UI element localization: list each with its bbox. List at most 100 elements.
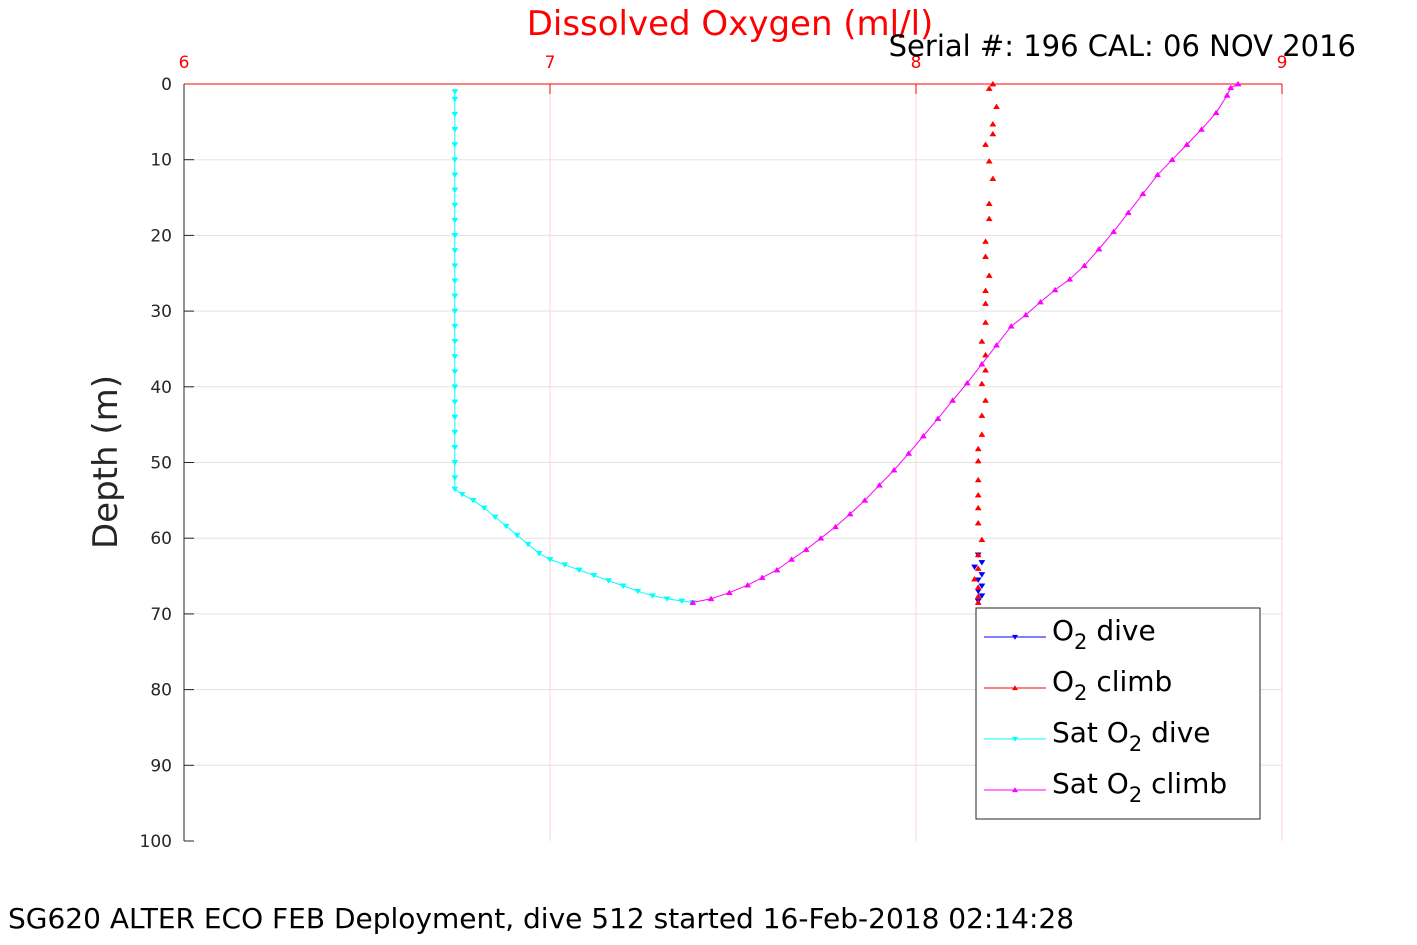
data-point — [1234, 80, 1242, 87]
data-point — [989, 80, 997, 87]
data-point — [451, 157, 459, 163]
data-point — [689, 599, 697, 605]
legend-marker-swatch — [1012, 634, 1018, 640]
data-point — [846, 510, 854, 517]
data-point — [535, 550, 543, 557]
data-point — [546, 557, 554, 563]
data-series — [451, 80, 1242, 606]
data-point — [1223, 92, 1231, 98]
data-point — [1212, 109, 1220, 116]
y-tick-label: 60 — [150, 529, 172, 549]
data-point — [978, 412, 986, 418]
data-point — [451, 142, 459, 148]
data-point — [788, 556, 796, 562]
data-point — [919, 432, 927, 439]
data-point — [451, 217, 459, 224]
data-point — [971, 564, 979, 571]
data-point — [1198, 126, 1205, 132]
data-point — [875, 482, 883, 488]
data-point — [985, 85, 993, 91]
data-point — [451, 414, 459, 421]
data-point — [982, 238, 989, 244]
data-point — [469, 498, 477, 504]
data-point — [982, 141, 989, 147]
legend-item: O2 climb — [984, 665, 1172, 705]
chart-title: Dissolved Oxygen (ml/l) — [527, 4, 934, 44]
data-point — [985, 272, 993, 278]
dive-caption: SG620 ALTER ECO FEB Deployment, dive 512… — [8, 902, 1074, 935]
y-tick-label: 50 — [150, 454, 172, 474]
data-point — [451, 96, 459, 103]
data-point — [985, 215, 993, 222]
data-point — [1227, 84, 1235, 91]
data-point — [451, 384, 459, 390]
data-point — [758, 574, 766, 580]
data-point — [451, 111, 459, 118]
legend-item: Sat O2 dive — [984, 716, 1210, 756]
data-point — [974, 457, 982, 464]
data-point — [451, 460, 459, 466]
data-point — [451, 233, 459, 239]
data-point — [451, 89, 459, 95]
data-point — [978, 338, 986, 344]
data-point — [1124, 209, 1132, 216]
data-point — [974, 593, 982, 599]
legend-box — [975, 607, 1261, 820]
legend: O2 dive O2 climb Sat O2 dive Sat O2 climb — [975, 607, 1261, 820]
data-point — [963, 379, 971, 386]
series-sat-o2-climb — [689, 80, 1242, 605]
x-tick-label: 9 — [1277, 53, 1288, 73]
data-point — [934, 415, 942, 421]
data-point — [890, 466, 898, 473]
data-point — [1022, 311, 1030, 318]
data-point — [978, 572, 986, 578]
data-point — [982, 397, 989, 403]
x-tick-label: 8 — [911, 53, 922, 73]
data-point — [451, 293, 459, 300]
legend-marker-swatch — [1012, 787, 1018, 793]
legend-marker-swatch — [1012, 685, 1018, 691]
data-point — [451, 486, 459, 493]
data-point — [451, 399, 459, 406]
axes: 0 10 20 30 40 50 60 70 80 90 100 6 7 8 9 — [140, 53, 1288, 852]
series-sat-o2-dive — [451, 89, 697, 606]
data-point — [451, 172, 459, 179]
data-point — [590, 572, 598, 579]
data-point — [982, 351, 989, 358]
legend-label: Sat O2 climb — [1052, 767, 1227, 807]
data-point — [974, 445, 982, 452]
y-tick-label: 0 — [161, 75, 172, 95]
data-point — [513, 532, 521, 539]
y-tick-label: 20 — [150, 226, 172, 246]
data-point — [678, 598, 686, 605]
data-point — [993, 341, 1000, 348]
data-point — [974, 565, 982, 571]
data-point — [974, 476, 982, 483]
data-point — [982, 319, 989, 325]
data-point — [974, 551, 982, 558]
data-point — [634, 588, 642, 595]
x-tick-label: 6 — [179, 53, 190, 73]
data-point — [974, 519, 982, 526]
data-point — [451, 475, 459, 481]
legend-label: O2 dive — [1052, 614, 1156, 654]
data-point — [989, 120, 997, 127]
data-point — [817, 535, 825, 541]
data-point — [949, 397, 957, 403]
data-point — [491, 514, 499, 521]
data-point — [451, 369, 459, 375]
data-point — [744, 581, 752, 588]
legend-marker-swatch — [1012, 736, 1018, 742]
serial-calibration-label: Serial #: 196 CAL: 06 NOV 2016 — [889, 29, 1356, 63]
data-point — [832, 523, 839, 530]
data-point — [978, 536, 986, 543]
data-point — [982, 253, 989, 259]
y-tick-label: 40 — [150, 378, 172, 398]
y-tick-label: 30 — [150, 302, 172, 322]
data-point — [861, 497, 869, 503]
data-point — [982, 287, 989, 294]
data-point — [1036, 298, 1044, 305]
legend-label: Sat O2 dive — [1052, 716, 1210, 756]
data-point — [451, 278, 459, 284]
